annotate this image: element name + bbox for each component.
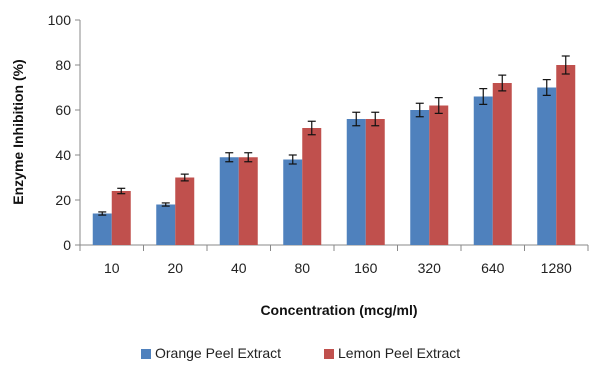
error-bar <box>498 74 507 92</box>
error-bar <box>479 88 488 105</box>
legend-swatch-lemon-peel-extract <box>324 349 334 359</box>
bar-orange-peel-extract-160 <box>346 119 366 245</box>
x-tick-label: 20 <box>167 260 183 276</box>
x-tick-label: 1280 <box>541 260 572 276</box>
bar-lemon-peel-extract-80 <box>302 128 322 245</box>
y-ticks: 0 20 40 60 80 100 <box>48 12 80 253</box>
x-axis-title: Concentration (mcg/ml) <box>260 302 417 318</box>
error-bar <box>542 79 551 96</box>
error-bars <box>98 55 570 216</box>
x-tick-label: 640 <box>481 260 505 276</box>
error-bar <box>225 152 234 163</box>
error-bar <box>244 152 253 163</box>
bar-lemon-peel-extract-1280 <box>556 65 576 245</box>
error-bar <box>434 97 443 114</box>
bar-lemon-peel-extract-20 <box>175 177 195 245</box>
y-tick-label: 20 <box>55 192 71 208</box>
y-axis-title: Enzyme Inhibition (%) <box>10 59 26 204</box>
bar-orange-peel-extract-1280 <box>537 87 557 245</box>
bar-lemon-peel-extract-10 <box>111 191 131 245</box>
error-bar <box>161 202 170 207</box>
y-tick-label: 40 <box>55 147 71 163</box>
error-bar <box>352 111 361 127</box>
error-bar <box>180 173 189 182</box>
legend-label-orange-peel-extract: Orange Peel Extract <box>155 345 281 361</box>
error-bar <box>288 154 297 165</box>
axes <box>79 20 588 246</box>
y-tick-label: 80 <box>55 57 71 73</box>
error-bar <box>307 120 316 136</box>
bar-orange-peel-extract-320 <box>410 110 430 245</box>
legend-swatch-orange-peel-extract <box>141 349 151 359</box>
y-tick-label: 100 <box>48 12 72 28</box>
bar-orange-peel-extract-10 <box>92 213 112 245</box>
x-tick-label: 10 <box>104 260 120 276</box>
y-tick-label: 0 <box>63 237 71 253</box>
bar-lemon-peel-extract-320 <box>429 105 449 245</box>
x-ticks: 10 20 40 80 160 320 640 1280 <box>79 245 589 276</box>
y-tick-label: 60 <box>55 102 71 118</box>
bar-orange-peel-extract-640 <box>473 96 493 245</box>
legend-label-lemon-peel-extract: Lemon Peel Extract <box>338 345 460 361</box>
error-bar <box>98 211 107 216</box>
bar-orange-peel-extract-40 <box>219 157 239 245</box>
bar-orange-peel-extract-80 <box>283 159 303 245</box>
x-tick-label: 40 <box>231 260 247 276</box>
bar-lemon-peel-extract-640 <box>492 83 512 245</box>
bars <box>92 65 576 245</box>
bar-lemon-peel-extract-40 <box>238 157 258 245</box>
x-tick-label: 160 <box>354 260 378 276</box>
x-tick-label: 320 <box>418 260 442 276</box>
error-bar <box>371 111 380 127</box>
error-bar <box>117 187 126 195</box>
error-bar <box>561 55 570 75</box>
legend: Orange Peel Extract Lemon Peel Extract <box>141 345 460 361</box>
bar-lemon-peel-extract-160 <box>365 119 385 245</box>
error-bar <box>415 102 424 118</box>
x-tick-label: 80 <box>294 260 310 276</box>
bar-orange-peel-extract-20 <box>156 204 176 245</box>
